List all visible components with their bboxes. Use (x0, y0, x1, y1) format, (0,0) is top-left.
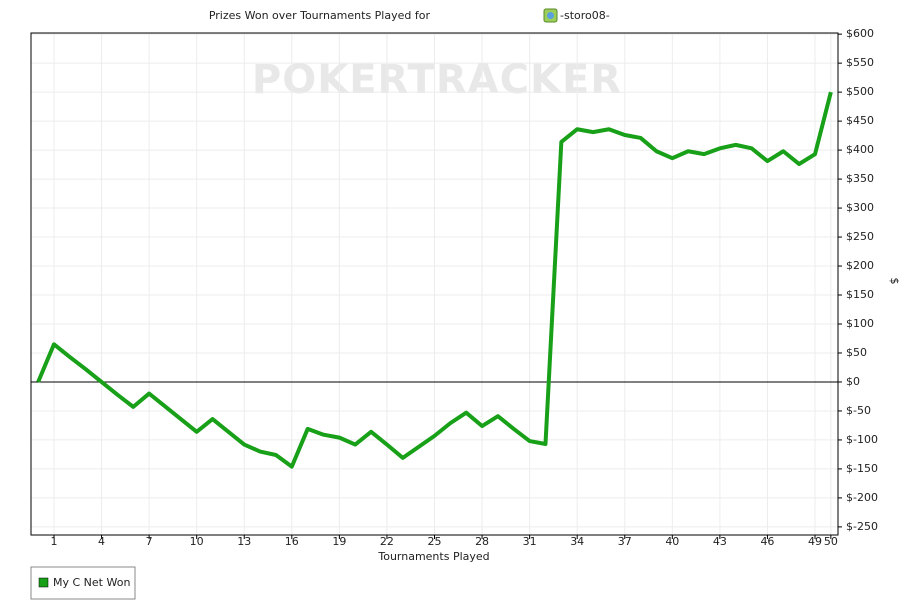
x-tick-label: 43 (713, 535, 727, 548)
x-tick-label: 22 (380, 535, 394, 548)
x-tick-label: 28 (475, 535, 489, 548)
x-tick-label: 49 (808, 535, 822, 548)
x-tick-label: 7 (146, 535, 153, 548)
watermark: POKERTRACKER (252, 57, 622, 103)
x-tick-label: 31 (523, 535, 537, 548)
legend-swatch (38, 577, 49, 588)
x-tick-label: 13 (237, 535, 251, 548)
legend (30, 566, 136, 600)
y-tick-label: $-150 (846, 462, 878, 475)
x-tick-label: 34 (570, 535, 584, 548)
chart-title: Prizes Won over Tournaments Played for (209, 9, 431, 22)
x-tick-label: 10 (190, 535, 204, 548)
x-tick-label: 16 (285, 535, 299, 548)
y-tick-label: $600 (846, 27, 874, 40)
y-tick-label: $450 (846, 114, 874, 127)
y-tick-label: $350 (846, 172, 874, 185)
user-icon-dot (547, 12, 554, 19)
y-tick-label: $-100 (846, 433, 878, 446)
y-axis-label: $ (888, 278, 901, 285)
y-tick-label: $250 (846, 230, 874, 243)
y-tick-label: $-250 (846, 520, 878, 533)
y-tick-label: $0 (846, 375, 860, 388)
y-tick-label: $150 (846, 288, 874, 301)
y-tick-label: $400 (846, 143, 874, 156)
x-tick-label: 1 (50, 535, 57, 548)
legend-label: My C Net Won (53, 576, 130, 589)
x-tick-label: 40 (665, 535, 679, 548)
x-tick-label: 4 (98, 535, 105, 548)
y-tick-label: $550 (846, 56, 874, 69)
y-tick-label: $300 (846, 201, 874, 214)
y-tick-label: $200 (846, 259, 874, 272)
x-axis-label: Tournaments Played (377, 550, 489, 563)
x-tick-label: 50 (824, 535, 838, 548)
y-tick-label: $-200 (846, 491, 878, 504)
y-tick-label: $50 (846, 346, 867, 359)
x-tick-label: 37 (618, 535, 632, 548)
y-tick-label: $500 (846, 85, 874, 98)
x-tick-label: 25 (428, 535, 442, 548)
series-line (36, 91, 833, 469)
y-tick-label: $-50 (846, 404, 871, 417)
title-user: -storo08- (560, 9, 610, 22)
y-tick-label: $100 (846, 317, 874, 330)
x-tick-label: 46 (760, 535, 774, 548)
x-tick-label: 19 (332, 535, 346, 548)
